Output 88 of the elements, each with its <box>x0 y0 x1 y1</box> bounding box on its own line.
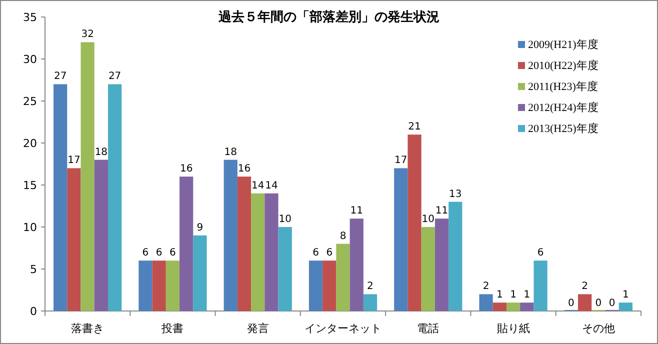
data-label: 6 <box>312 248 319 259</box>
bar <box>80 42 94 311</box>
y-tick-label: 35 <box>23 11 37 24</box>
bar <box>152 260 166 311</box>
data-label: 32 <box>81 29 94 40</box>
bar <box>54 84 68 311</box>
bar <box>193 235 207 311</box>
data-label: 14 <box>265 180 278 192</box>
data-label: 10 <box>422 214 435 225</box>
data-label: 0 <box>568 298 574 309</box>
legend-label: 2009(H21)年度 <box>528 38 598 51</box>
data-label: 0 <box>595 298 602 309</box>
y-tick-label: 25 <box>23 95 37 108</box>
bar <box>520 302 534 311</box>
bar <box>534 260 548 311</box>
bar <box>394 168 408 311</box>
bar <box>264 193 278 311</box>
bar <box>578 294 592 311</box>
bar <box>308 260 323 311</box>
y-tick-label: 5 <box>30 263 37 276</box>
data-label: 17 <box>68 155 80 166</box>
x-tick-label: インターネット <box>304 322 382 335</box>
legend-label: 2010(H22)年度 <box>528 59 598 72</box>
bar <box>67 168 81 311</box>
bar <box>166 260 180 311</box>
data-label: 17 <box>394 155 408 166</box>
bar <box>492 302 506 311</box>
y-tick-label: 15 <box>23 179 37 192</box>
data-label: 11 <box>435 206 448 217</box>
data-label: 2 <box>367 281 374 292</box>
legend-label: 2012(H24)年度 <box>528 101 598 114</box>
data-label: 13 <box>449 188 462 200</box>
data-label: 18 <box>224 146 237 158</box>
data-label: 1 <box>510 290 516 301</box>
legend-label: 2011(H23)年度 <box>528 80 598 93</box>
data-label: 2 <box>582 281 588 292</box>
bar <box>180 176 194 311</box>
chart-title: 過去５年間の「部落差別」の発生状況 <box>218 9 440 25</box>
data-label: 1 <box>622 290 629 301</box>
data-label: 2 <box>482 281 490 292</box>
bar <box>237 176 252 311</box>
x-tick-label: 電話 <box>417 322 440 335</box>
data-label: 21 <box>408 122 421 133</box>
x-tick-label: 発言 <box>246 322 269 335</box>
data-label: 14 <box>251 180 264 192</box>
data-label: 18 <box>94 146 108 158</box>
bar <box>479 294 493 311</box>
data-label: 6 <box>326 248 333 259</box>
data-label: 16 <box>180 164 193 175</box>
y-tick-label: 30 <box>23 53 37 66</box>
bar <box>408 134 422 311</box>
bar <box>618 302 632 311</box>
data-label: 6 <box>142 248 149 259</box>
bar <box>278 227 292 311</box>
bar <box>322 260 336 311</box>
bar <box>251 193 265 311</box>
bar <box>506 302 520 311</box>
bar <box>108 84 122 311</box>
x-tick-label: その他 <box>582 322 615 335</box>
data-label: 6 <box>156 248 162 259</box>
x-tick-label: 落書き <box>71 322 104 335</box>
data-label: 9 <box>196 222 204 234</box>
data-label: 10 <box>278 214 292 225</box>
legend-label: 2013(H25)年度 <box>528 122 598 135</box>
bar <box>94 160 108 311</box>
data-label: 1 <box>524 290 530 301</box>
y-tick-label: 20 <box>23 137 37 150</box>
data-label: 1 <box>496 290 503 301</box>
data-label: 27 <box>108 71 122 82</box>
x-tick-label: 貼り紙 <box>496 322 530 335</box>
data-label: 0 <box>608 298 616 309</box>
data-label: 27 <box>54 71 67 82</box>
data-label: 8 <box>340 230 346 242</box>
bar <box>434 218 449 311</box>
bar <box>421 227 435 311</box>
bar <box>138 260 152 311</box>
bar <box>448 202 462 311</box>
bar <box>350 218 364 311</box>
data-label: 6 <box>170 248 176 259</box>
y-tick-label: 0 <box>30 305 37 318</box>
x-tick-label: 投書 <box>160 322 184 335</box>
data-label: 11 <box>350 206 363 217</box>
bar <box>336 244 350 311</box>
bar <box>224 160 238 311</box>
data-label: 16 <box>238 164 251 175</box>
y-tick-label: 10 <box>23 221 37 234</box>
data-label: 6 <box>537 248 544 259</box>
bar <box>363 294 378 311</box>
